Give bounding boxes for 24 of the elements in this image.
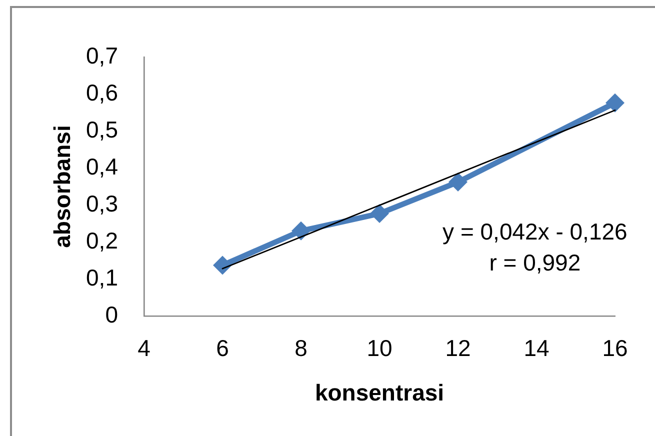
y-tick-label: 0,5 [86, 116, 118, 142]
point [448, 172, 468, 192]
x-tick-label: 14 [524, 335, 550, 362]
point [606, 93, 624, 112]
x-tick-label: 10 [366, 335, 392, 362]
point [213, 256, 232, 275]
point [370, 204, 389, 224]
annotation: y = 0,042x - 0,126 [442, 218, 628, 244]
x-tick-label: 16 [602, 335, 628, 362]
y-tick-label: 0,4 [86, 153, 118, 180]
y-tick-label: 0,1 [86, 264, 118, 290]
y-tick-label: 0,7 [86, 42, 118, 68]
x-tick-label: 8 [294, 335, 308, 362]
y-tick-label: 0,2 [86, 227, 118, 254]
x-tick-label: 6 [216, 335, 229, 362]
x-tick-label: 4 [138, 335, 151, 362]
y-tick-label: 0,3 [86, 190, 118, 216]
y-tick-label: 0,6 [86, 79, 118, 106]
point [292, 221, 310, 240]
y-tick-label: 0 [105, 301, 118, 328]
x-axis-title: konsentrasi [314, 380, 444, 406]
annotation: r = 0,992 [489, 249, 581, 276]
x-tick-label: 12 [445, 335, 471, 362]
y-axis-title: absorbansi [49, 125, 76, 248]
